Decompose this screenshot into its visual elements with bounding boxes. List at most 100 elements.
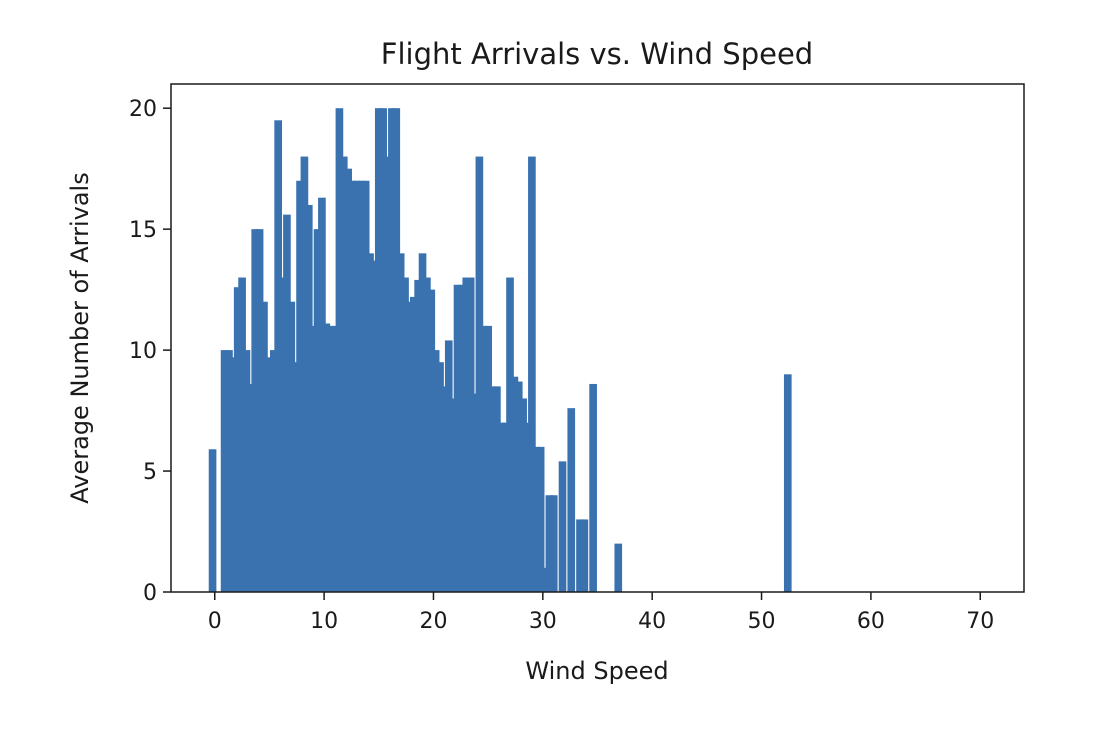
bar [238,277,246,592]
bar [576,519,584,592]
x-tick-label: 70 [966,609,994,634]
bar [331,325,339,592]
bar [274,120,282,592]
bar [493,386,501,592]
bar [431,350,440,592]
plot-frame [170,83,1025,593]
bar [357,180,366,592]
x-tick-label: 60 [857,609,885,634]
bar [458,284,466,592]
y-tick-label: 5 [143,460,157,485]
bar [497,422,506,592]
bar [313,229,322,592]
bar [541,567,549,592]
bar [471,393,479,592]
bar [229,357,238,592]
bar [296,180,304,592]
y-tick-label: 10 [129,339,157,364]
bar [475,156,484,592]
bar [242,350,251,592]
bar [396,253,405,592]
bar [614,543,623,592]
bar [423,277,431,592]
bar [545,495,554,592]
x-axis-label: Wind Speed [525,657,668,685]
bar [440,386,449,592]
bar [220,350,229,592]
bar [361,180,370,592]
bar [783,374,792,592]
bar [379,108,387,592]
bar [589,383,597,592]
bar [427,289,436,592]
bar [383,156,392,592]
bar [251,229,260,592]
bar [304,204,313,592]
bar [536,446,545,592]
bar [370,260,379,592]
x-tick-label: 0 [208,609,222,634]
bar [528,156,536,592]
bar [444,340,453,592]
bar [278,277,287,592]
bar [309,325,317,592]
bar [318,197,326,592]
x-tick-label: 20 [419,609,447,634]
bar [532,446,541,592]
bar [466,277,475,592]
bar [265,357,274,592]
bar [353,180,361,592]
bar [510,376,519,592]
bar [348,180,357,592]
bar [269,350,278,592]
bar [247,383,255,592]
bar [462,277,471,592]
bar [374,108,383,592]
bar [418,253,427,592]
x-tick-label: 30 [529,609,557,634]
bar [225,350,233,592]
chart-title: Flight Arrivals vs. Wind Speed [381,37,813,71]
x-tick-label: 40 [638,609,666,634]
bar [567,408,576,592]
bar [388,108,396,592]
bar [291,362,300,592]
bar [409,296,418,592]
bar [287,301,296,592]
bar [484,325,492,592]
bar [208,449,217,592]
bars-group [208,108,792,593]
bar [449,398,457,592]
y-axis-label: Average Number of Arrivals [66,172,94,503]
x-axis-ticks: 0 10 20 30 40 50 60 70 [208,592,994,634]
bar [322,323,331,592]
bar [401,277,409,592]
y-tick-label: 20 [129,97,157,122]
bar [339,156,348,592]
bar [479,325,488,592]
bar [506,277,514,592]
bar [519,398,527,592]
bar [300,156,309,592]
y-axis-ticks: 0 5 10 15 20 [129,97,171,606]
bar [255,229,264,592]
bar [523,422,532,592]
bar [580,519,589,592]
bar [335,108,344,592]
bar [283,214,291,592]
x-tick-label: 10 [310,609,338,634]
bar [549,495,558,592]
bar [501,422,510,592]
bar [514,381,523,592]
bar [233,287,242,592]
bar [558,461,567,592]
bar [488,386,497,592]
bar [436,362,444,592]
bar [326,325,335,592]
bar [344,168,352,593]
x-tick-label: 50 [748,609,776,634]
bar [260,301,268,592]
bar [453,284,462,592]
bar [414,279,422,592]
